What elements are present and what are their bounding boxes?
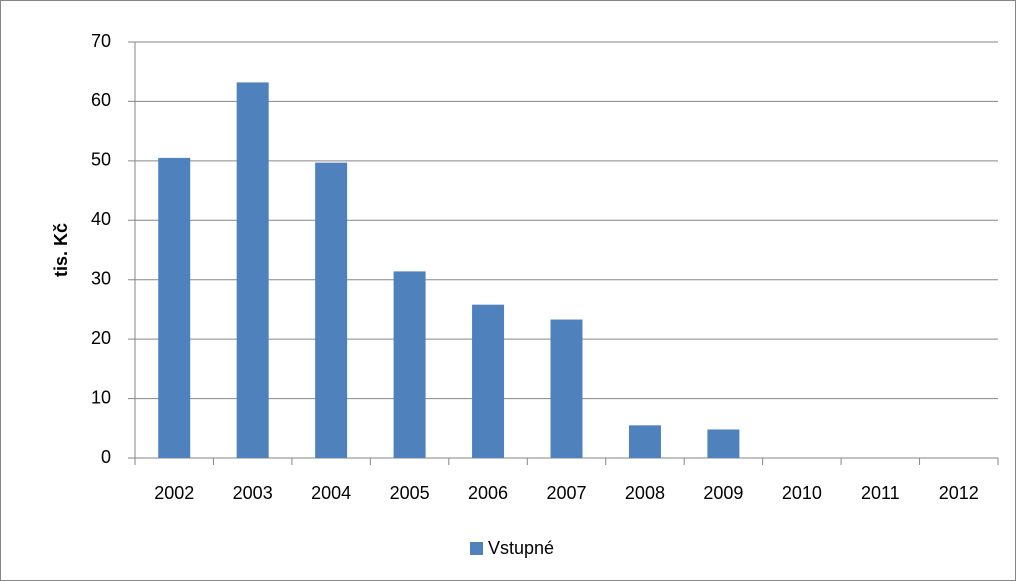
x-tick-label: 2009: [703, 483, 743, 503]
y-tick-label: 30: [91, 268, 111, 288]
x-tick-label: 2003: [233, 483, 273, 503]
bar: [158, 157, 191, 458]
legend-swatch: [470, 542, 483, 555]
bar: [472, 304, 505, 458]
x-tick-label: 2008: [625, 483, 665, 503]
x-tick-label: 2011: [861, 483, 900, 503]
y-tick-label: 70: [91, 31, 111, 51]
y-tick-label: 0: [101, 447, 111, 467]
x-tick-label: 2004: [311, 483, 351, 503]
x-tick-label: 2002: [154, 483, 194, 503]
y-tick-label: 10: [91, 387, 111, 407]
bar: [628, 425, 661, 458]
x-tick-label: 2010: [782, 483, 822, 503]
y-tick-label: 40: [91, 209, 111, 229]
bar: [550, 319, 583, 458]
y-tick-label: 20: [91, 328, 111, 348]
y-axis-label: tis. Kč: [51, 223, 71, 277]
x-tick-label: 2006: [468, 483, 508, 503]
x-tick-label: 2007: [546, 483, 586, 503]
y-tick-label: 60: [91, 90, 111, 110]
bar: [393, 271, 426, 458]
x-tick-label: 2012: [939, 483, 979, 503]
bar: [236, 82, 269, 458]
bar: [315, 162, 348, 458]
x-tick-label: 2005: [390, 483, 430, 503]
y-tick-label: 50: [91, 150, 111, 170]
legend-label: Vstupné: [488, 538, 554, 558]
bar: [707, 429, 740, 458]
